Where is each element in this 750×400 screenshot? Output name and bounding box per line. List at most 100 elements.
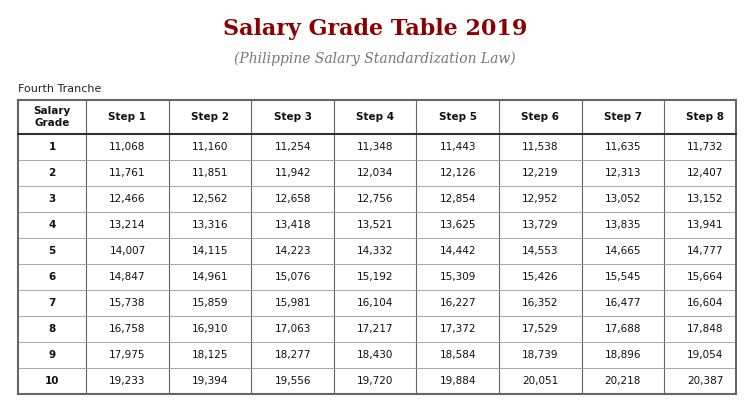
Text: 13,214: 13,214 [110,220,146,230]
Text: 19,054: 19,054 [687,350,724,360]
Text: 11,348: 11,348 [357,142,394,152]
Text: Step 5: Step 5 [439,112,477,122]
Text: 14,442: 14,442 [440,246,476,256]
Text: 18,739: 18,739 [522,350,559,360]
Text: 18,430: 18,430 [357,350,394,360]
Text: 18,125: 18,125 [192,350,228,360]
Text: 20,051: 20,051 [522,376,559,386]
Text: Salary Grade Table 2019: Salary Grade Table 2019 [223,18,527,40]
Text: 11,068: 11,068 [110,142,146,152]
Text: 18,896: 18,896 [604,350,641,360]
Text: 11,942: 11,942 [274,168,311,178]
Text: 14,115: 14,115 [192,246,228,256]
Text: Step 3: Step 3 [274,112,312,122]
Text: 15,664: 15,664 [687,272,724,282]
Text: 16,604: 16,604 [687,298,724,308]
Text: 14,961: 14,961 [192,272,228,282]
Text: 14,665: 14,665 [604,246,641,256]
Text: 14,553: 14,553 [522,246,559,256]
Text: 14,332: 14,332 [357,246,394,256]
Text: 16,477: 16,477 [604,298,641,308]
Text: 11,254: 11,254 [274,142,311,152]
Text: 11,160: 11,160 [192,142,228,152]
Text: 15,738: 15,738 [110,298,146,308]
Text: 16,352: 16,352 [522,298,559,308]
Text: 19,233: 19,233 [110,376,146,386]
Text: 14,223: 14,223 [274,246,311,256]
Text: 17,217: 17,217 [357,324,394,334]
Text: Fourth Tranche: Fourth Tranche [18,84,101,94]
Text: 13,316: 13,316 [192,220,228,230]
Text: Step 1: Step 1 [109,112,146,122]
Text: 17,372: 17,372 [440,324,476,334]
Text: 16,758: 16,758 [110,324,146,334]
Text: 13,729: 13,729 [522,220,559,230]
Text: 8: 8 [49,324,55,334]
Text: 15,309: 15,309 [440,272,476,282]
Text: 10: 10 [45,376,59,386]
Text: 13,521: 13,521 [357,220,394,230]
Text: Step 8: Step 8 [686,112,724,122]
Text: 15,426: 15,426 [522,272,559,282]
Text: 13,052: 13,052 [604,194,641,204]
Text: 13,625: 13,625 [440,220,476,230]
Text: 12,756: 12,756 [357,194,394,204]
Text: 7: 7 [49,298,55,308]
Text: 13,941: 13,941 [687,220,724,230]
Text: 12,658: 12,658 [274,194,311,204]
Text: 11,635: 11,635 [604,142,641,152]
Text: 11,761: 11,761 [110,168,146,178]
Text: 17,975: 17,975 [110,350,146,360]
Text: 12,562: 12,562 [192,194,228,204]
Text: 14,007: 14,007 [110,246,146,256]
Text: 14,847: 14,847 [110,272,146,282]
Text: 11,443: 11,443 [440,142,476,152]
Text: 11,851: 11,851 [192,168,228,178]
Text: 19,556: 19,556 [274,376,311,386]
Text: 18,584: 18,584 [440,350,476,360]
Text: 12,466: 12,466 [110,194,146,204]
Text: 12,952: 12,952 [522,194,559,204]
Text: 11,732: 11,732 [687,142,724,152]
Text: 6: 6 [49,272,55,282]
Text: 13,152: 13,152 [687,194,724,204]
Text: 12,219: 12,219 [522,168,559,178]
Text: 3: 3 [49,194,55,204]
Text: 4: 4 [49,220,55,230]
Text: 15,545: 15,545 [604,272,641,282]
Text: (Philippine Salary Standardization Law): (Philippine Salary Standardization Law) [234,52,516,66]
Text: 17,848: 17,848 [687,324,724,334]
Text: 16,227: 16,227 [440,298,476,308]
Text: 20,387: 20,387 [687,376,724,386]
Text: 18,277: 18,277 [274,350,311,360]
Text: 15,076: 15,076 [274,272,310,282]
Text: 15,981: 15,981 [274,298,311,308]
Text: 11,538: 11,538 [522,142,559,152]
Text: Step 6: Step 6 [521,112,560,122]
Text: Step 7: Step 7 [604,112,642,122]
Text: 17,063: 17,063 [274,324,310,334]
Text: Step 4: Step 4 [356,112,395,122]
Text: 16,104: 16,104 [357,298,394,308]
Text: 12,313: 12,313 [604,168,641,178]
Text: 15,192: 15,192 [357,272,394,282]
Text: 20,218: 20,218 [604,376,641,386]
Text: 12,034: 12,034 [357,168,394,178]
Text: 5: 5 [49,246,55,256]
Text: 12,126: 12,126 [440,168,476,178]
Text: 13,418: 13,418 [274,220,311,230]
Text: 13,835: 13,835 [604,220,641,230]
Bar [18,100,736,394]
Text: 19,394: 19,394 [192,376,228,386]
Text: 17,529: 17,529 [522,324,559,334]
Text: 15,859: 15,859 [192,298,228,308]
Text: Salary
Grade: Salary Grade [34,106,70,128]
Text: Step 2: Step 2 [191,112,229,122]
Text: 17,688: 17,688 [604,324,641,334]
Text: 19,720: 19,720 [357,376,394,386]
Text: 16,910: 16,910 [192,324,228,334]
Text: 1: 1 [49,142,55,152]
Text: 19,884: 19,884 [440,376,476,386]
Text: 9: 9 [49,350,55,360]
Text: 2: 2 [49,168,55,178]
